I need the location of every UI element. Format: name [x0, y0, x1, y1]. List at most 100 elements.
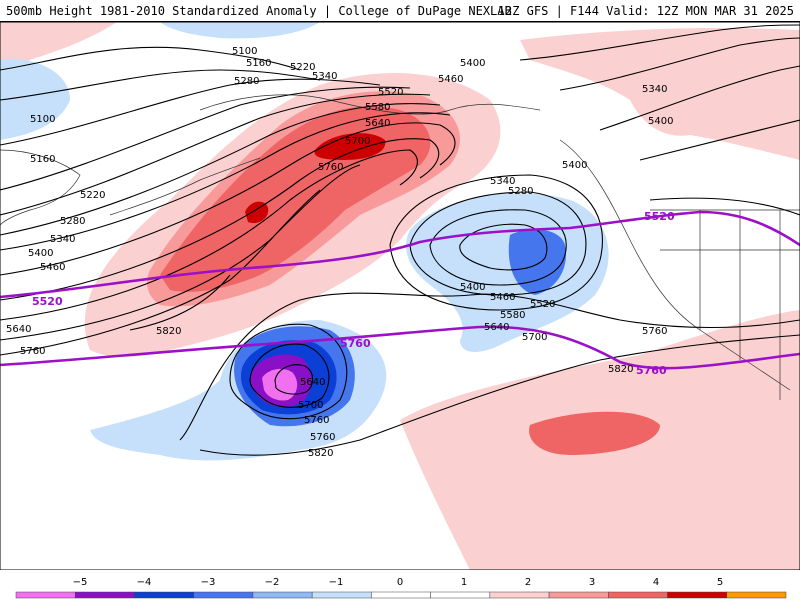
colorbar-tick-labels: −5 −4 −3 −2 −1 0 1 2 3 4 5 — [73, 577, 724, 588]
threshold-5760 — [0, 325, 800, 370]
contour-label: 5760 — [642, 326, 667, 337]
state-lines — [660, 210, 800, 400]
colorbar-segments — [15, 591, 787, 599]
colorbar-segment — [371, 591, 431, 599]
contour-label: 5700 — [345, 136, 370, 147]
contour-5100 — [0, 46, 301, 71]
contour-5340 — [0, 93, 431, 216]
contour-label: 5760 — [304, 415, 329, 426]
contour-label: 5820 — [308, 448, 333, 459]
contour-east-2 — [559, 37, 800, 91]
contour-5700 — [0, 164, 361, 341]
contour-low-3 — [429, 209, 567, 286]
contour-label: 5160 — [246, 58, 271, 69]
contour-label: 5640 — [365, 118, 390, 129]
contour-east-1 — [519, 24, 800, 61]
colorbar-segment — [311, 591, 372, 599]
header-bar: 500mb Height 1981-2010 Standardized Anom… — [0, 0, 800, 22]
contour-5640 — [0, 149, 418, 321]
contour-south-low-1 — [229, 323, 348, 420]
colorbar-tick-label: 0 — [397, 577, 403, 588]
contour-label: 5280 — [60, 216, 85, 227]
contour-label: 5760 — [310, 432, 335, 443]
contour-label: 5820 — [608, 364, 633, 375]
contour-label: 5280 — [234, 76, 259, 87]
contour-labels: 5100 5160 5220 5280 5340 5400 5460 5520 … — [6, 46, 673, 459]
contour-label: 5700 — [298, 400, 323, 411]
negative-anomaly-shading — [0, 22, 609, 461]
contour-label: 5100 — [30, 114, 55, 125]
contour-east-3 — [599, 65, 800, 131]
contour-low-1 — [389, 174, 603, 311]
contour-label: 5400 — [562, 160, 587, 171]
colorbar-tick-label: 4 — [653, 577, 659, 588]
contour-5220 — [0, 78, 381, 146]
pos-anomaly-se-core — [529, 411, 660, 455]
pos-anomaly-4b — [245, 201, 269, 224]
contour-south-low-3 — [274, 364, 314, 395]
model-run-info: 12Z GFS | F144 Valid: 12Z MON MAR 31 202… — [497, 4, 794, 18]
threshold-lines — [0, 210, 800, 370]
colorbar-segment — [15, 591, 76, 599]
contour-south-wide — [179, 292, 800, 441]
contour-label: 5820 — [156, 326, 181, 337]
alaska-coast — [199, 94, 541, 115]
threshold-label: 5520 — [644, 210, 675, 223]
contour-label: 5760 — [20, 346, 45, 357]
contour-label: 5220 — [80, 190, 105, 201]
contour-low-2 — [409, 191, 587, 296]
contour-label: 5700 — [522, 332, 547, 343]
colorbar-segment — [489, 591, 550, 599]
map-title: 500mb Height 1981-2010 Standardized Anom… — [6, 4, 512, 18]
contour-5580 — [0, 138, 440, 301]
colorbar-segment — [608, 591, 668, 599]
na-west-coast — [559, 139, 791, 391]
contour-label: 5340 — [312, 71, 337, 82]
neg-anomaly-west — [0, 59, 70, 140]
neg-anomaly-low-east-2 — [508, 229, 566, 295]
contour-south-low-2 — [249, 343, 330, 408]
contour-label: 5460 — [40, 262, 65, 273]
positive-anomaly-shading — [0, 22, 800, 570]
neg-anomaly-north — [160, 22, 320, 39]
colorbar-segment — [726, 591, 787, 599]
neg-anomaly-low-south-5 — [262, 368, 298, 401]
colorbar-legend: −5 −4 −3 −2 −1 0 1 2 3 4 5 — [15, 577, 787, 599]
contour-label: 5400 — [460, 58, 485, 69]
contour-5400 — [0, 103, 441, 236]
height-contours — [0, 24, 800, 456]
colorbar-segment — [193, 591, 254, 599]
neg-anomaly-low-east-1 — [406, 193, 609, 352]
colorbar-segment — [74, 591, 135, 599]
anomaly-map: 5100 5160 5220 5280 5340 5400 5460 5520 … — [0, 22, 800, 570]
colorbar-tick-label: 1 — [461, 577, 467, 588]
russia-coast — [0, 149, 81, 226]
contour-label: 5520 — [378, 87, 403, 98]
threshold-label: 5760 — [636, 364, 667, 377]
contour-label: 5460 — [438, 74, 463, 85]
contour-label: 5580 — [500, 310, 525, 321]
colorbar-tick-label: 3 — [589, 577, 595, 588]
contour-label: 5340 — [642, 84, 667, 95]
contour-label: 5220 — [290, 62, 315, 73]
contour-label: 5760 — [318, 162, 343, 173]
contour-label: 5160 — [30, 154, 55, 165]
contour-label: 5400 — [648, 116, 673, 127]
threshold-label: 5760 — [340, 337, 371, 350]
contour-label: 5580 — [365, 102, 390, 113]
contour-label: 5520 — [530, 299, 555, 310]
contour-label: 5100 — [232, 46, 257, 57]
colorbar-tick-label: −2 — [265, 577, 280, 588]
contour-5520 — [0, 122, 456, 276]
contour-label: 5640 — [6, 324, 31, 335]
pos-anomaly-west — [0, 22, 117, 90]
contour-east-4 — [639, 119, 800, 161]
contour-5820 — [129, 274, 231, 331]
contour-east-5 — [649, 197, 800, 216]
contour-label: 5400 — [28, 248, 53, 259]
contour-5160 — [0, 69, 321, 101]
colorbar-segment — [430, 591, 491, 599]
threshold-5520 — [0, 210, 800, 299]
contour-5460 — [0, 112, 451, 251]
aleutian-chain — [109, 157, 261, 216]
